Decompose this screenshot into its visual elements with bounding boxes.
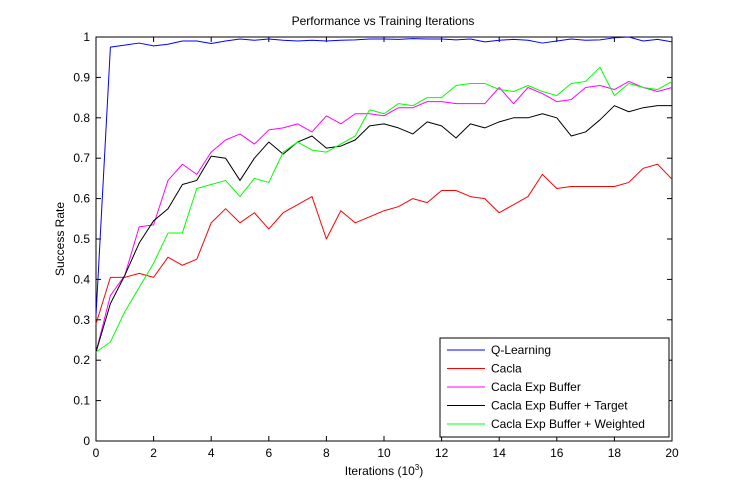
x-tick-label: 10: [377, 446, 391, 460]
chart-title: Performance vs Training Iterations: [292, 14, 475, 28]
series-line-3: [95, 80, 673, 353]
x-axis-label-suffix: ): [419, 464, 423, 478]
series-line-5: [95, 66, 673, 353]
legend-label: Q-Learning: [491, 343, 551, 357]
legend-label: Cacla Exp Buffer: [491, 380, 581, 394]
x-tick-label: 6: [265, 446, 272, 460]
legend-label: Cacla Exp Buffer + Target: [491, 399, 628, 413]
legend-label: Cacla: [491, 362, 522, 376]
y-axis-label: Success Rate: [53, 202, 67, 276]
y-tick-label: 0: [83, 434, 90, 448]
x-tick-label: 14: [493, 446, 507, 460]
series-line-4: [95, 105, 672, 353]
series-layer: [95, 36, 673, 353]
y-tick-label: 0.6: [73, 192, 90, 206]
y-tick-label: 0.4: [73, 272, 90, 286]
y-tick-label: 0.8: [73, 111, 90, 125]
y-tick-label: 0.3: [73, 313, 90, 327]
x-tick-label: 0: [93, 446, 100, 460]
x-tick-label: 18: [608, 446, 622, 460]
y-tick-label: 0.5: [73, 232, 90, 246]
series-line-2: [95, 163, 673, 324]
ticks-layer: 0 2 4 6 8 10 12 14 16 18 20 0 0.1 0.2 0.3 0.4 0.5 0.6 0.7 0…: [73, 30, 679, 460]
y-tick-label: 0.2: [73, 353, 90, 367]
x-axis-label: Iterations (103): [345, 463, 424, 478]
y-tick-label: 0.9: [73, 70, 90, 84]
y-tick-label: 1: [83, 30, 90, 44]
x-tick-label: 16: [550, 446, 564, 460]
y-tick-label: 0.7: [73, 151, 90, 165]
x-tick-label: 2: [150, 446, 157, 460]
legend-label: Cacla Exp Buffer + Weighted: [491, 417, 645, 431]
x-tick-label: 12: [435, 446, 449, 460]
x-axis-label-text: Iterations (10: [345, 464, 415, 478]
y-tick-label: 0.1: [73, 394, 90, 408]
x-axis-label-exponent: 3: [415, 463, 420, 472]
legend: Q-Learning Cacla Cacla Exp Buffer Cacla Exp…: [439, 337, 670, 438]
x-tick-label: 8: [323, 446, 330, 460]
x-tick-label: 4: [208, 446, 215, 460]
series-line-1: [95, 36, 673, 316]
x-tick-label: 20: [665, 446, 679, 460]
